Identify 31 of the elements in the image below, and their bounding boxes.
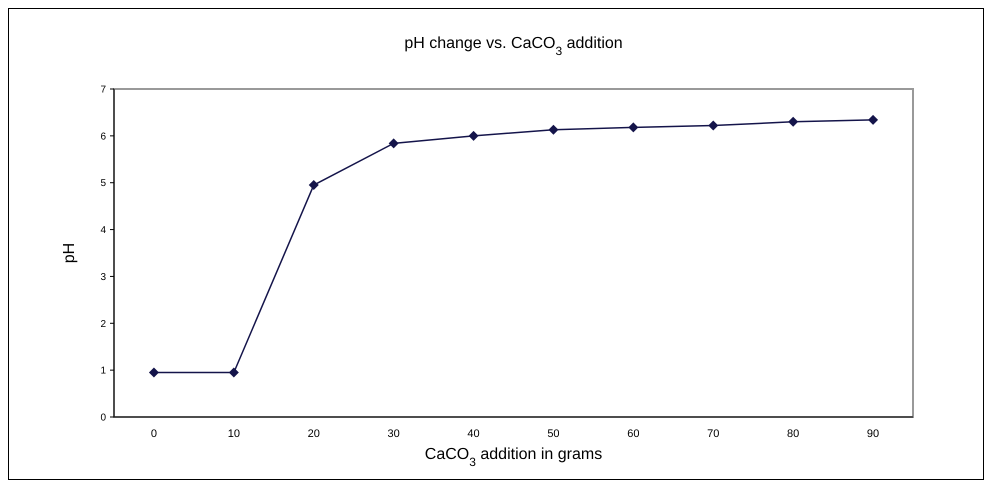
y-tick-label: 2 — [100, 318, 106, 330]
x-tick-label: 10 — [228, 428, 240, 440]
point — [788, 116, 798, 127]
point — [708, 120, 718, 131]
point — [228, 367, 239, 378]
y-tick-label: 1 — [100, 366, 106, 377]
point — [628, 122, 638, 132]
x-tick-label: 80 — [787, 428, 800, 440]
x-tick-label: 30 — [388, 428, 400, 440]
x-tick-label: 20 — [308, 428, 320, 440]
y-tick-label: 7 — [100, 84, 106, 96]
point — [548, 124, 558, 135]
x-tick-label: 60 — [627, 428, 640, 440]
y-tick-label: 5 — [100, 178, 106, 190]
x-tick-label: 50 — [547, 428, 560, 440]
x-axis-title: CaCO$_{3}$ addition in grams — [424, 446, 602, 469]
x-tick-label: 90 — [866, 428, 880, 440]
point — [468, 130, 479, 141]
point — [868, 114, 878, 125]
x-tick-label: 70 — [707, 428, 720, 440]
point — [148, 367, 159, 378]
chart-title: pH change vs. CaCO$_{3}$ addition — [404, 35, 623, 58]
x-tick-label: 40 — [467, 428, 480, 440]
y-tick-label: 6 — [100, 131, 106, 142]
y-tick-label: 0 — [100, 412, 106, 424]
point — [388, 138, 399, 148]
x-tick-label: 0 — [150, 428, 158, 440]
y-axis-title: pH — [61, 242, 78, 264]
y-tick-label: 4 — [100, 225, 106, 236]
y-tick-label: 3 — [100, 272, 106, 283]
point — [308, 180, 319, 190]
